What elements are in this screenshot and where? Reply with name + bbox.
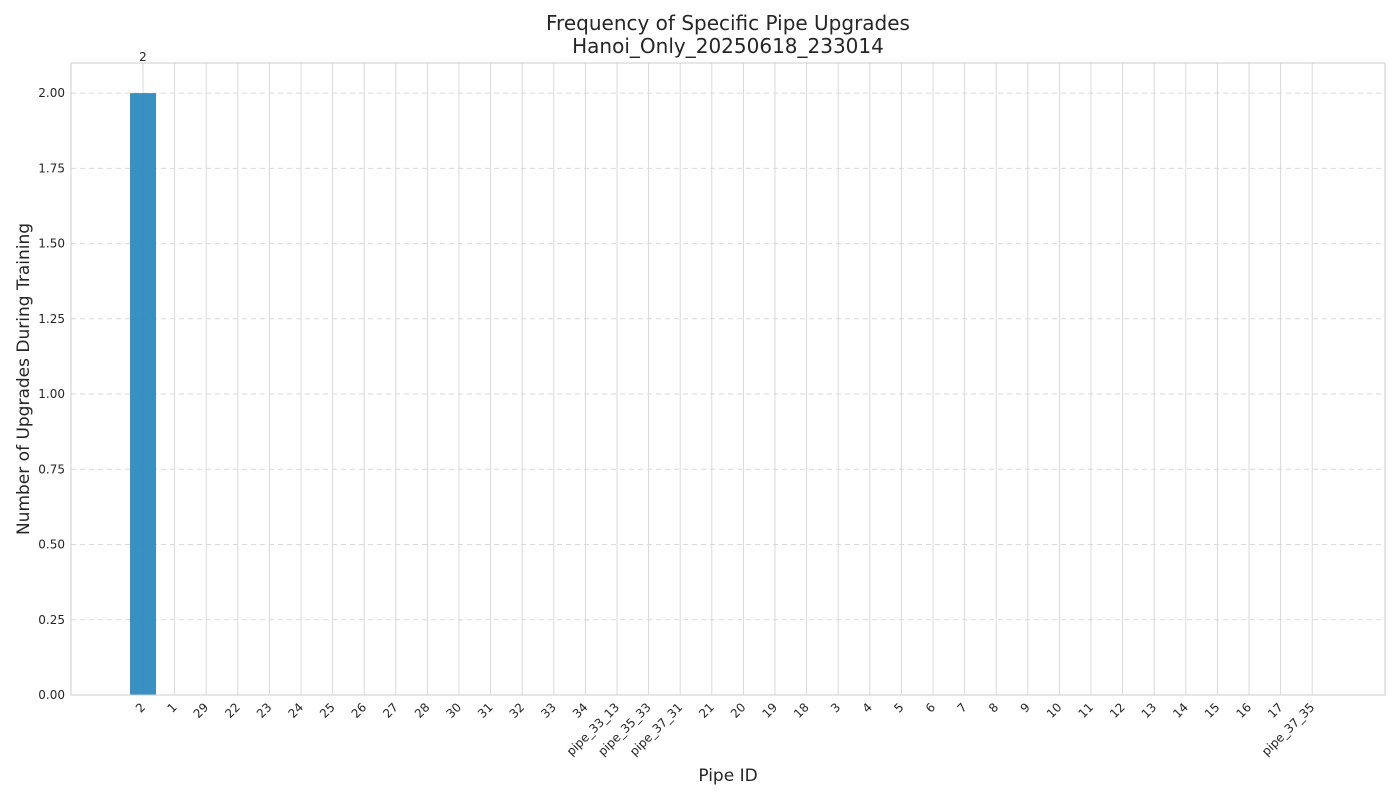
plot-frame	[70, 62, 1386, 696]
x-axis-label: Pipe ID	[698, 766, 757, 786]
y-tick-label: 1.00	[38, 387, 65, 401]
y-axis-label: Number of Upgrades During Training	[14, 223, 34, 535]
y-tick-label: 0.50	[38, 538, 65, 552]
bar	[130, 93, 156, 696]
chart-title: Frequency of Specific Pipe Upgrades	[546, 11, 910, 35]
y-tick-label: 0.75	[38, 462, 65, 476]
data-label: 2	[139, 50, 147, 64]
y-tick-label: 0.25	[38, 613, 65, 627]
y-tick-label: 0.00	[38, 688, 65, 702]
y-tick-label: 1.75	[38, 161, 65, 175]
y-tick-label: 1.50	[38, 237, 65, 251]
y-tick-label: 1.25	[38, 312, 65, 326]
chart-subtitle: Hanoi_Only_20250618_233014	[572, 34, 884, 58]
y-tick-label: 2.00	[38, 86, 65, 100]
